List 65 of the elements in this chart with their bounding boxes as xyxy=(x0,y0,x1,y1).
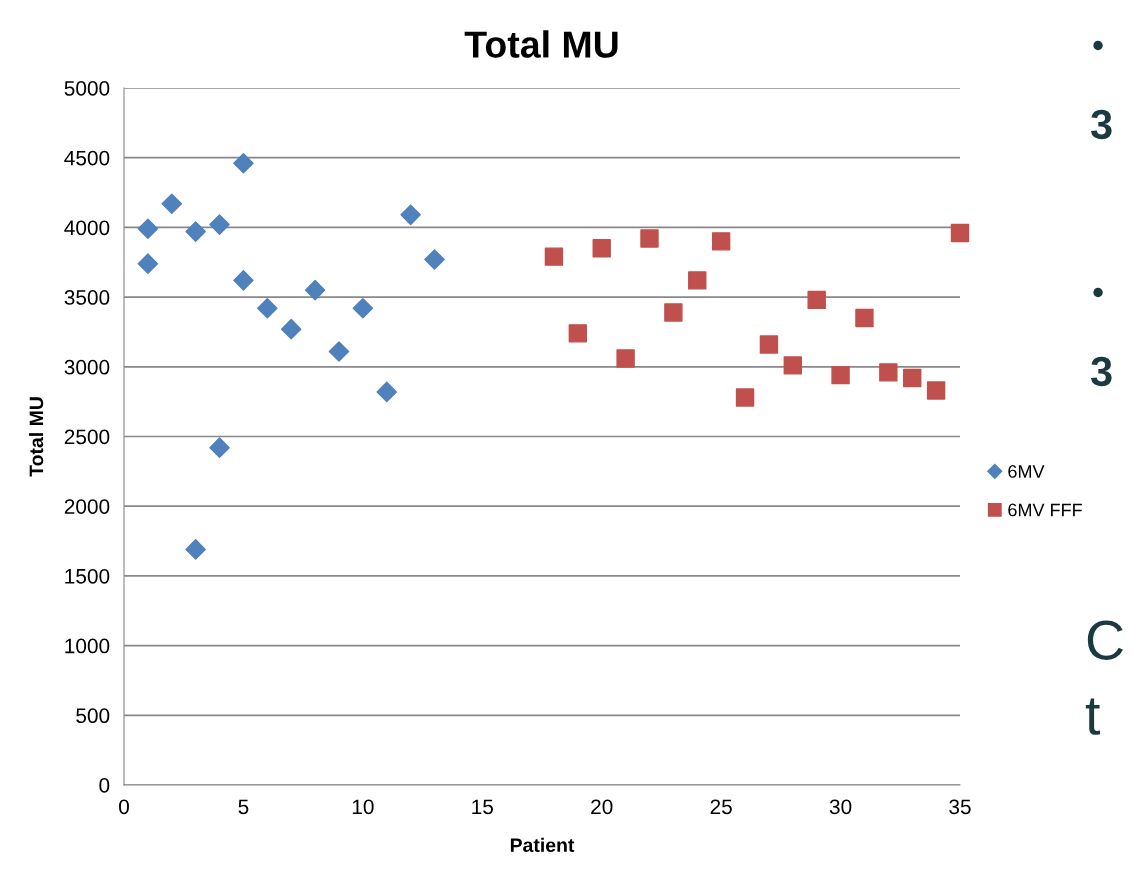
y-tick-label: 4000 xyxy=(64,220,110,236)
point xyxy=(711,232,731,251)
point xyxy=(568,324,588,343)
point xyxy=(328,341,350,362)
y-tick-label: 3500 xyxy=(64,290,110,305)
point xyxy=(137,253,159,274)
y-tick-label: 0 xyxy=(99,778,110,793)
point xyxy=(807,290,826,310)
point xyxy=(424,249,445,270)
point xyxy=(688,271,707,290)
point xyxy=(209,437,230,458)
legend-label: 6MV FFF xyxy=(1008,503,1082,517)
point xyxy=(616,349,635,368)
y-tick-label: 500 xyxy=(76,708,110,724)
y-tick-label: 2000 xyxy=(64,499,110,514)
text: • xyxy=(1093,40,1103,51)
point xyxy=(304,279,326,301)
point xyxy=(233,270,254,291)
point xyxy=(544,247,564,266)
point xyxy=(233,153,254,174)
point xyxy=(640,229,659,248)
point xyxy=(185,221,206,242)
point xyxy=(783,356,803,375)
point xyxy=(664,303,683,322)
text: t xyxy=(1085,698,1101,735)
x-tick-label: 35 xyxy=(949,799,971,815)
point xyxy=(735,388,755,407)
x-tick-label: 25 xyxy=(710,799,732,815)
point xyxy=(592,239,611,258)
point xyxy=(352,297,374,319)
chart-title: Total MU xyxy=(464,30,618,58)
text: C xyxy=(1087,620,1123,660)
point xyxy=(209,214,230,235)
x-tick-label: 5 xyxy=(238,799,249,815)
text: 3 xyxy=(1090,356,1112,387)
y-tick-label: 1500 xyxy=(65,568,110,584)
x-tick-label: 15 xyxy=(472,799,493,815)
y-tick-label: 5000 xyxy=(64,81,110,96)
y-tick-label: 1000 xyxy=(65,638,110,654)
point xyxy=(400,204,421,226)
point xyxy=(855,308,874,328)
point xyxy=(376,381,398,403)
y-tick-label: 2500 xyxy=(64,429,110,445)
x-tick-label: 30 xyxy=(829,799,852,815)
legend-label: 6MV xyxy=(1008,465,1045,478)
point xyxy=(161,193,183,214)
point xyxy=(879,363,898,382)
point xyxy=(926,381,946,400)
x-axis-title: Patient xyxy=(510,837,575,853)
point xyxy=(257,297,278,319)
text: 3 xyxy=(1090,109,1112,140)
point xyxy=(903,368,922,388)
y-tick-label: 3000 xyxy=(64,359,110,375)
x-tick-label: 10 xyxy=(352,799,374,815)
x-tick-label: 0 xyxy=(119,799,129,815)
point xyxy=(280,318,302,340)
y-tick-label: 4500 xyxy=(64,150,110,166)
x-tick-label: 20 xyxy=(591,799,613,815)
text: • xyxy=(1093,287,1103,298)
point xyxy=(759,335,779,354)
y-axis-title: Total MU xyxy=(28,397,44,477)
point xyxy=(831,365,850,385)
point xyxy=(950,223,970,243)
point xyxy=(185,539,206,560)
point xyxy=(137,218,159,240)
